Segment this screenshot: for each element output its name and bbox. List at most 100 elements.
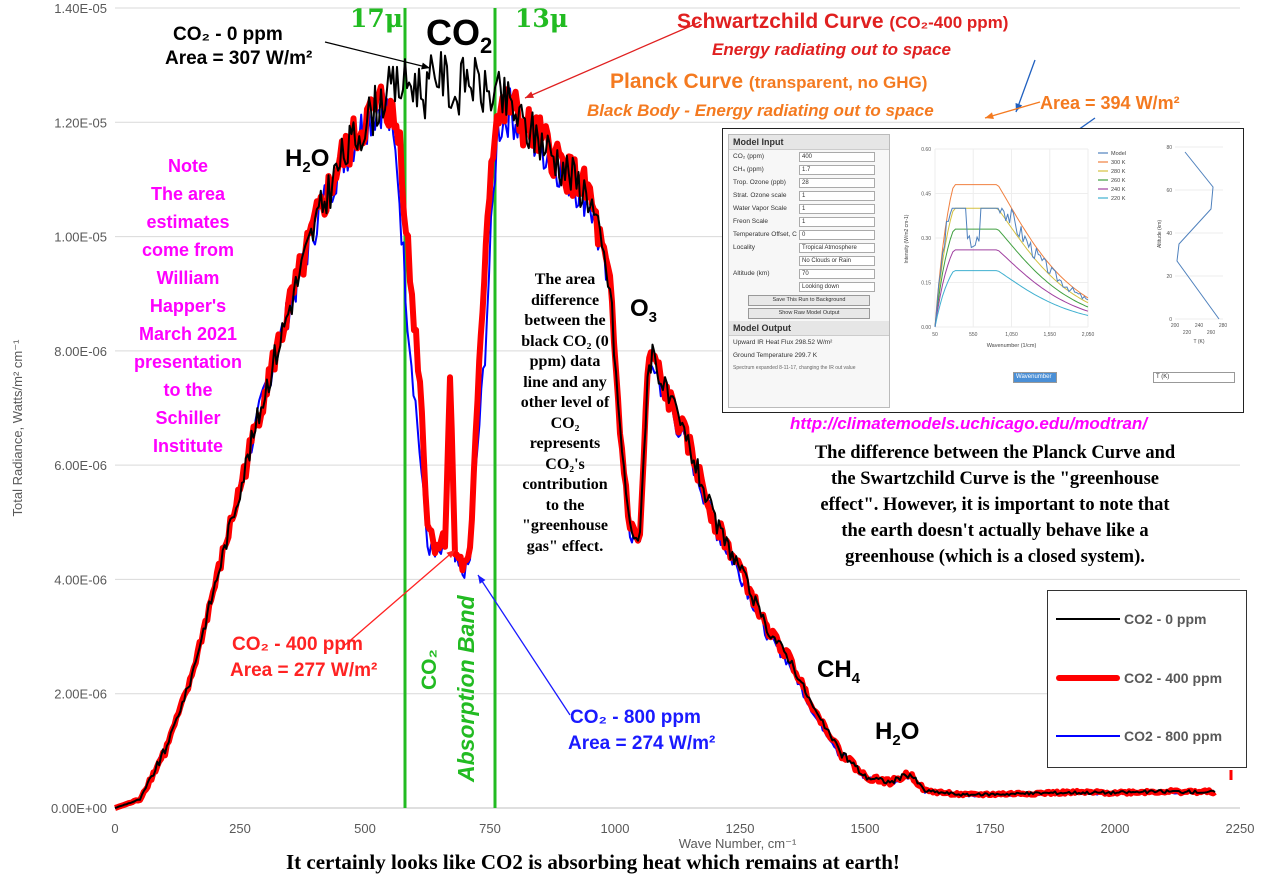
y-tick-label: 1.00E-05 [54, 230, 107, 245]
area-difference-line: black CO₂ (0 [521, 332, 609, 350]
co2-800-label: CO₂ - 800 ppm Area = 274 W/m² [568, 707, 716, 754]
wavenumber-select[interactable]: Wavenumber [1013, 372, 1057, 383]
inset-legend-label: 280 K [1111, 169, 1126, 175]
bottom-caption: It certainly looks like CO2 is absorbing… [286, 850, 900, 874]
input-field[interactable]: 28 [799, 178, 875, 188]
input-field[interactable]: No Clouds or Rain [799, 256, 875, 266]
input-row: Freon Scale 1 [729, 215, 889, 228]
input-label: Locality [733, 244, 756, 251]
annotation-arrow [324, 41, 431, 69]
y-axis-label: Total Radiance, Watts/m² cm⁻¹ [10, 339, 25, 517]
area-difference-line: between the [524, 312, 606, 329]
inset-legend-label: 240 K [1111, 187, 1126, 193]
legend-label: CO2 - 0 ppm [1124, 611, 1207, 627]
annotation-arrow [344, 549, 456, 646]
planck-title: Planck Curve (transparent, no GHG) [610, 70, 928, 93]
note-line: March 2021 [138, 324, 238, 344]
x-tick-label: 2250 [1226, 821, 1255, 836]
absorption-band-label-2: Absorption Band [453, 595, 479, 782]
absorption-band-label-1: CO₂ [418, 649, 441, 690]
input-field[interactable]: 0 [799, 230, 875, 240]
series-lines [113, 51, 1217, 811]
input-label: CO₂ (ppm) [733, 153, 765, 160]
area-394-label: Area = 394 W/m² [1040, 93, 1180, 113]
inset-x-tick: 1,050 [1005, 332, 1018, 338]
inset-y-tick: 0.60 [921, 147, 931, 153]
o3-label: O3 [630, 295, 658, 326]
x-tick-label: 2000 [1101, 821, 1130, 836]
alt-x-tick: 240 [1195, 323, 1204, 329]
legend-swatch-black [1056, 618, 1120, 620]
show-raw-output-button[interactable]: Show Raw Model Output [748, 308, 870, 319]
series-line [114, 51, 1216, 809]
input-row: Altitude (km) 70 [729, 267, 889, 280]
output-heat-flux: Upward IR Heat Flux 298.52 W/m² [733, 339, 833, 346]
inset-x-tick: 2,050 [1082, 332, 1095, 338]
ch4-label: CH4 [817, 656, 861, 687]
model-output-title: Model Output [729, 321, 889, 336]
axes: 0.00E+00 2.00E-06 4.00E-06 6.00E-06 8.00E-06… [10, 1, 1254, 851]
inset-legend-label: 220 K [1111, 196, 1126, 202]
y-tick-label: 8.00E-06 [54, 344, 107, 359]
input-row: No Clouds or Rain [729, 254, 889, 267]
input-field[interactable]: 70 [799, 269, 875, 279]
x-tick-label: 250 [229, 821, 251, 836]
alt-temperature-profile [1176, 151, 1220, 320]
annotation-arrow [477, 574, 571, 716]
note-line: Note [168, 156, 208, 176]
arrow-head [421, 62, 430, 70]
modtran-inset: Model Input CO₂ (ppm) 400 CH₄ (ppm) 1.7 Trop… [722, 128, 1244, 413]
x-axis-label: Wave Number, cm⁻¹ [679, 836, 797, 851]
arrow-head [985, 112, 994, 120]
co2-400-label: CO₂ - 400 ppm Area = 277 W/m² [230, 634, 378, 681]
note-line: Happer's [149, 296, 227, 316]
input-field[interactable]: 400 [799, 152, 875, 162]
input-label: Temperature Offset, C [733, 231, 797, 238]
x-tick-label: 750 [479, 821, 501, 836]
x-tick-label: 1250 [726, 821, 755, 836]
inset-legend-label: 300 K [1111, 160, 1126, 166]
area-difference-line: "greenhouse [522, 517, 608, 534]
note-line: The area [150, 184, 226, 204]
greenhouse-note-line: effect". However, it is important to not… [820, 495, 1170, 515]
area-difference-line: other level of [520, 394, 610, 411]
inset-x-tick: 1,550 [1043, 332, 1056, 338]
alt-y-label: Altitude (km) [1157, 220, 1163, 248]
output-ground-temp: Ground Temperature 299.7 K [733, 352, 818, 359]
area-difference-line: ppm) data [529, 353, 601, 370]
input-field[interactable]: 1.7 [799, 165, 875, 175]
greenhouse-note-line: greenhouse (which is a closed system). [845, 547, 1145, 567]
input-row: CO₂ (ppm) 400 [729, 150, 889, 163]
note-line: presentation [133, 352, 243, 372]
note-line: come from [141, 240, 235, 260]
annotation-arrow [524, 21, 701, 99]
input-field[interactable]: 1 [799, 191, 875, 201]
input-field[interactable]: Tropical Atmosphere [799, 243, 875, 253]
input-field[interactable]: 1 [799, 217, 875, 227]
greenhouse-note-line: the earth doesn't actually behave like a [841, 521, 1149, 541]
input-row: CH₄ (ppm) 1.7 [729, 163, 889, 176]
schwartzchild-title: Schwartzchild Curve (CO₂-400 ppm) [677, 10, 1009, 33]
schwartzchild-subtitle: Energy radiating out to space [712, 40, 951, 59]
inset-planck-curve [934, 270, 1089, 328]
input-field[interactable]: 1 [799, 204, 875, 214]
input-row: Locality Tropical Atmosphere [729, 241, 889, 254]
wavenumber-select-label: Wavenumber [1016, 374, 1052, 380]
inset-y-label: Intensity (W/m2 cm-1) [904, 214, 910, 263]
model-input-panel: Model Input CO₂ (ppm) 400 CH₄ (ppm) 1.7 Trop… [728, 134, 890, 408]
inset-x-tick: 550 [969, 332, 978, 338]
temperature-select[interactable]: T (K) [1153, 372, 1235, 383]
arrow-head [446, 550, 455, 559]
h2o-right-label: H2O [875, 718, 920, 749]
alt-x-tick: 280 [1219, 323, 1228, 329]
inset-y-tick: 0.45 [921, 192, 931, 198]
save-run-button[interactable]: Save This Run to Background [748, 295, 870, 306]
input-field[interactable]: Looking down [799, 282, 875, 292]
input-row: Trop. Ozone (ppb) 28 [729, 176, 889, 189]
area-difference-line: CO₂'s [545, 455, 585, 473]
inset-y-tick: 0.15 [921, 281, 931, 287]
legend-item-co2-800: CO2 - 800 ppm [1056, 726, 1242, 746]
x-tick-label: 500 [354, 821, 376, 836]
